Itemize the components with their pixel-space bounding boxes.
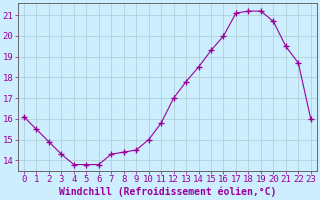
X-axis label: Windchill (Refroidissement éolien,°C): Windchill (Refroidissement éolien,°C)	[59, 187, 276, 197]
